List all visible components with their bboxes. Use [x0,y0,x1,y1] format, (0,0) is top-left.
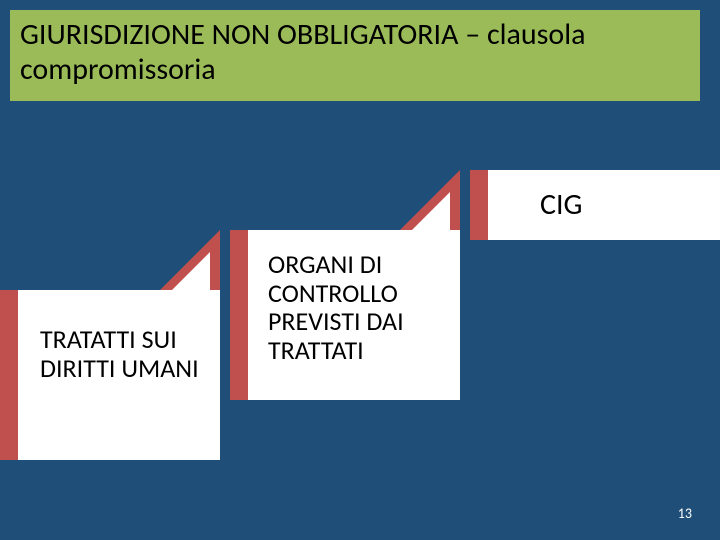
title-box: GIURISDIZIONE NON OBBLIGATORIA – clausol… [10,10,700,101]
step-text-2: ORGANI DI CONTROLLO PREVISTI DAI TRATTAT… [268,250,453,364]
step-accent-bar-2 [230,230,248,400]
step-chevron-2 [400,170,460,230]
page-number: 13 [678,505,692,522]
step-accent-bar-1 [0,290,18,460]
step-chevron-1 [160,230,220,290]
slide-background: GIURISDIZIONE NON OBBLIGATORIA – clausol… [0,0,720,540]
step-text-3: CIG [540,188,582,221]
step-text-1: TRATATTI SUI DIRITTI UMANI [40,325,210,382]
step-box-3 [470,170,720,240]
step-accent-bar-3 [470,170,488,240]
slide-title: GIURISDIZIONE NON OBBLIGATORIA – clausol… [20,18,690,87]
